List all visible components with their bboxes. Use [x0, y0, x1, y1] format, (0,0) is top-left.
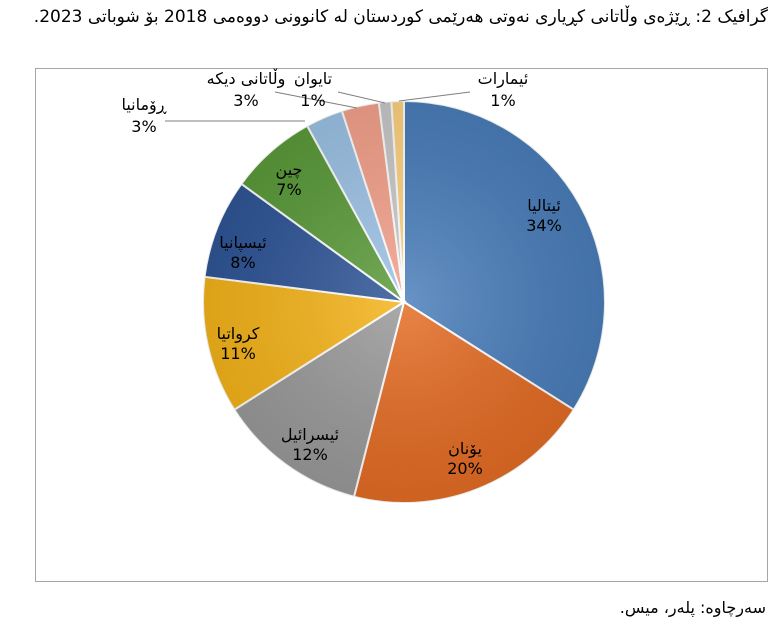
- slice-label-4: ئیسپانیا: [219, 233, 266, 253]
- chart-frame: [35, 68, 768, 582]
- leader-line-7: [274, 91, 358, 109]
- leader-line-9: [398, 91, 471, 102]
- chart-title: گرافیک 2: ڕێژەی وڵاتانی کڕیاری نەوتی هەر…: [33, 7, 768, 27]
- slice-label-3: کرواتیا: [217, 324, 260, 344]
- slice-label-1: یۆنان: [448, 439, 482, 459]
- pie-slices: [202, 99, 606, 504]
- slice-value-4: 8%: [230, 253, 255, 272]
- slice-value-2: 12%: [292, 445, 328, 464]
- slice-label-0: ئیتالیا: [527, 196, 561, 215]
- slice-value-6: 3%: [131, 117, 156, 136]
- slice-value-5: 7%: [276, 180, 301, 199]
- source-note: سەرچاوە: پلەر، میس.: [619, 598, 766, 617]
- slice-value-3: 11%: [220, 344, 256, 363]
- slice-value-8: 1%: [300, 91, 325, 110]
- slice-value-9: 1%: [490, 91, 515, 110]
- slice-label-8: تایوان: [294, 69, 332, 89]
- leader-lines: [165, 91, 471, 122]
- slice-value-1: 20%: [447, 459, 483, 478]
- slice-label-2: ئیسرائیل: [281, 425, 339, 445]
- slice-label-9: ئیمارات: [478, 69, 529, 89]
- leader-line-8: [337, 91, 386, 104]
- slice-label-7: وڵاتانی دیکە: [207, 68, 286, 89]
- slice-value-7: 3%: [233, 91, 258, 110]
- slice-label-6: ڕۆمانیا: [121, 95, 167, 115]
- slice-value-0: 34%: [526, 216, 562, 235]
- slice-label-5: چین: [276, 160, 303, 180]
